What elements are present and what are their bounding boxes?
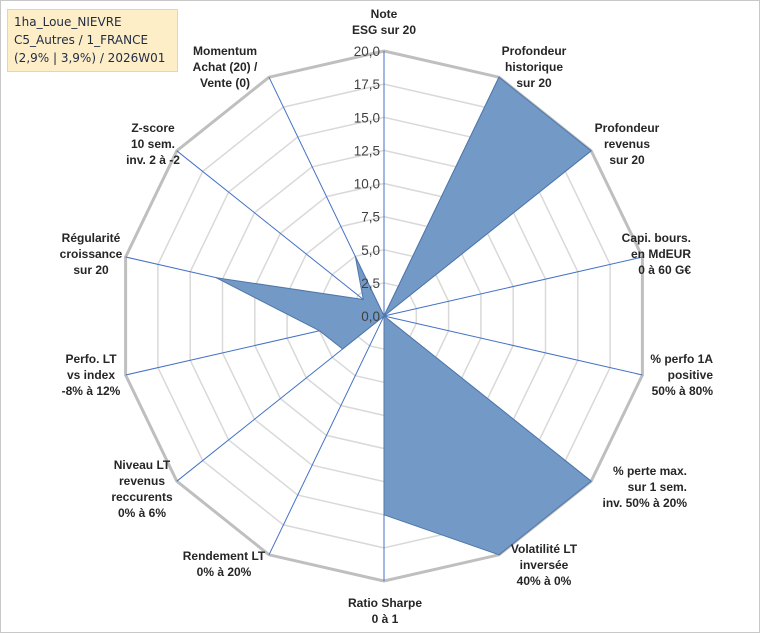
info-line-3: (2,9% | 3,9%) / 2026W01 xyxy=(14,51,166,65)
tick-label: 20,0 xyxy=(354,44,380,59)
axis-spoke xyxy=(176,150,385,317)
axis-label: Capi. bours. en MdEUR 0 à 60 G€ xyxy=(622,231,692,277)
tick-label: 12,5 xyxy=(354,143,380,158)
series-area xyxy=(215,76,593,556)
tick-label: 10,0 xyxy=(354,177,380,192)
axis-label: Perfo. LT vs index -8% à 12% xyxy=(62,352,121,398)
axis-spoke xyxy=(268,315,385,556)
info-line-1: 1ha_Loue_NIEVRE xyxy=(14,15,122,29)
axis-label: Niveau LT revenus reccurents 0% à 6% xyxy=(111,458,173,520)
axis-label: Rendement LT 0% à 20% xyxy=(183,549,266,579)
tick-label: 5,0 xyxy=(361,243,380,258)
axis-label: Momentum Achat (20) / Vente (0) xyxy=(193,44,258,90)
axis-label: Volatilité LT inversée 40% à 0% xyxy=(511,542,578,588)
axis-spoke xyxy=(383,315,643,376)
axis-spoke xyxy=(383,256,643,317)
tick-label: 17,5 xyxy=(354,77,380,92)
axis-label: Ratio Sharpe 0 à 1 xyxy=(348,596,422,626)
axis-label: % perte max. sur 1 sem. inv. 50% à 20% xyxy=(603,464,688,510)
axis-label: Profondeur revenus sur 20 xyxy=(595,121,660,167)
tick-label: 7,5 xyxy=(361,210,380,225)
axis-label: Note ESG sur 20 xyxy=(352,7,416,37)
axis-label: Profondeur historique sur 20 xyxy=(502,44,567,90)
tick-labels: 0,0 2,5 5,0 7,5 10,0 12,5 15,0 17,5 20,0 xyxy=(354,44,380,324)
tick-label: 0,0 xyxy=(361,309,380,324)
info-box: 1ha_Loue_NIEVRE C5_Autres / 1_FRANCE (2,… xyxy=(7,9,178,72)
info-line-2: C5_Autres / 1_FRANCE xyxy=(14,33,149,47)
axis-label: Régularité croissance sur 20 xyxy=(60,231,123,277)
axis-labels: Note ESG sur 20 Profondeur historique sur 20… xyxy=(60,7,714,626)
series-layer xyxy=(215,76,593,556)
tick-label: 15,0 xyxy=(354,110,380,125)
tick-label: 2,5 xyxy=(361,276,380,291)
axis-label: % perfo 1A positive 50% à 80% xyxy=(650,352,713,398)
axis-label: Z-score 10 sem. inv. 2 à -2 xyxy=(126,121,180,167)
